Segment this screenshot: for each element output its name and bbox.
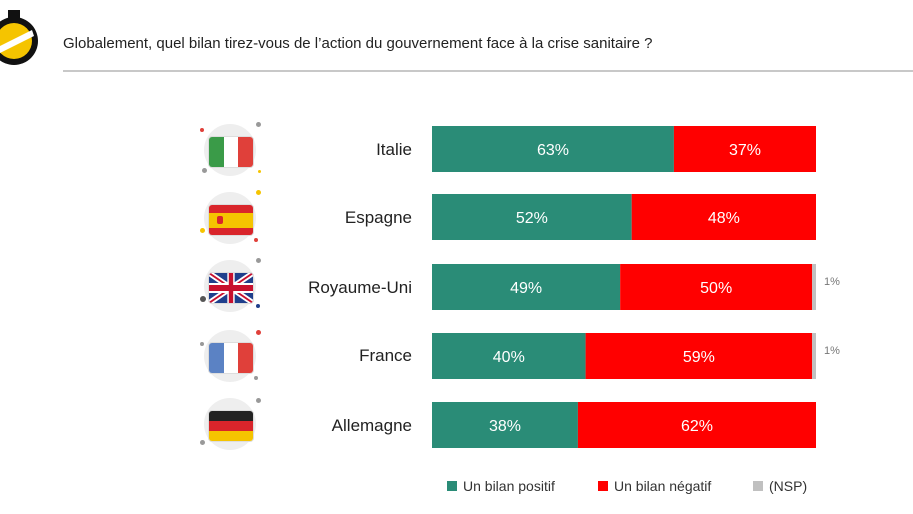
legend-label: Un bilan positif [463,478,555,494]
data-label-positive: 52% [516,210,548,227]
data-label-negative: 62% [681,418,713,435]
bar-positive [432,402,578,448]
data-label-negative: 59% [683,349,715,366]
country-label: Italie [376,140,412,159]
country-label: Royaume-Uni [308,278,412,297]
germany-flag-icon [198,394,270,454]
country-label: Allemagne [331,416,412,435]
data-label-nsp: 1% [824,345,840,357]
legend-item-negative: Un bilan négatif [598,478,711,494]
data-label-negative: 37% [729,142,761,159]
bar-positive [432,194,632,240]
data-label-negative: 50% [700,280,732,297]
data-label-nsp: 1% [824,276,840,288]
bar-positive [432,333,586,379]
spain-flag-icon [198,188,270,248]
bar-nsp [812,264,816,310]
survey-question: Globalement, quel bilan tirez-vous de l’… [63,35,653,52]
data-label-positive: 40% [493,349,525,366]
country-label: Espagne [344,208,412,227]
legend-swatch [753,481,763,491]
legend-item-positive: Un bilan positif [447,478,555,494]
bar-negative [585,333,813,379]
country-label: France [359,346,412,365]
uk-flag-icon [198,256,270,316]
legend-item-nsp: (NSP) [753,478,807,494]
italy-flag-icon [198,120,270,180]
data-label-negative: 48% [708,210,740,227]
brand-logo-icon [0,10,38,65]
bar-negative [631,194,816,240]
france-flag-icon [198,326,270,386]
data-label-positive: 63% [537,142,569,159]
legend-label: Un bilan négatif [614,478,712,494]
bar-negative [577,402,816,448]
bar-positive [432,264,621,310]
legend-label: (NSP) [769,478,808,494]
bar-negative [673,126,816,172]
bar-negative [620,264,813,310]
legend-swatch [598,481,608,491]
bar-positive [432,126,674,172]
legend-swatch [447,481,457,491]
data-label-positive: 38% [489,418,521,435]
header-divider [63,70,913,72]
data-label-positive: 49% [510,280,542,297]
bar-nsp [812,333,816,379]
